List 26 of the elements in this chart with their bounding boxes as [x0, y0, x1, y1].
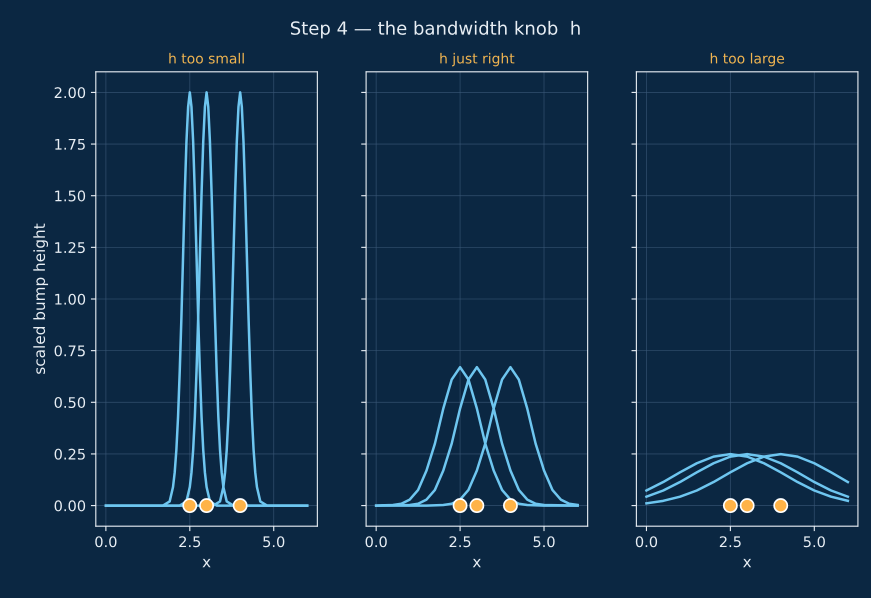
y-tick-label: 0.25 [54, 448, 85, 460]
y-tick-label: 0.50 [54, 397, 86, 408]
y-tick-label: 0.00 [54, 500, 86, 512]
x-tick-label: 0.0 [636, 536, 658, 548]
x-tick-label: 5.0 [263, 536, 284, 548]
x-tick-label: 2.5 [720, 536, 741, 548]
x-tick-label: 2.5 [179, 536, 200, 548]
y-tick-label: 1.75 [55, 138, 85, 150]
chart-title: h just right [440, 52, 514, 66]
x-axis-title: x [472, 558, 481, 568]
x-tick-label: 0.0 [366, 536, 387, 548]
chart-title: h too small [169, 52, 244, 64]
x-axis-title: x [743, 558, 752, 568]
x-tick-label: 5.0 [804, 536, 825, 548]
y-tick-label: 1.00 [55, 294, 86, 305]
chart-title: h too large [710, 52, 784, 66]
y-tick-label: 1.25 [55, 242, 85, 254]
x-tick-label: 2.5 [450, 536, 470, 548]
y-tick-label: 2.00 [54, 87, 86, 98]
x-tick-label: 0.0 [95, 536, 117, 548]
x-axis-title: x [202, 558, 211, 568]
y-tick-label: 0.75 [54, 345, 85, 356]
y-axis-title: scaled bump height [33, 224, 48, 374]
y-tick-label: 1.50 [55, 190, 86, 202]
text: Step 4 — the bandwidth knob h [290, 20, 580, 38]
x-tick-label: 5.0 [534, 536, 555, 548]
